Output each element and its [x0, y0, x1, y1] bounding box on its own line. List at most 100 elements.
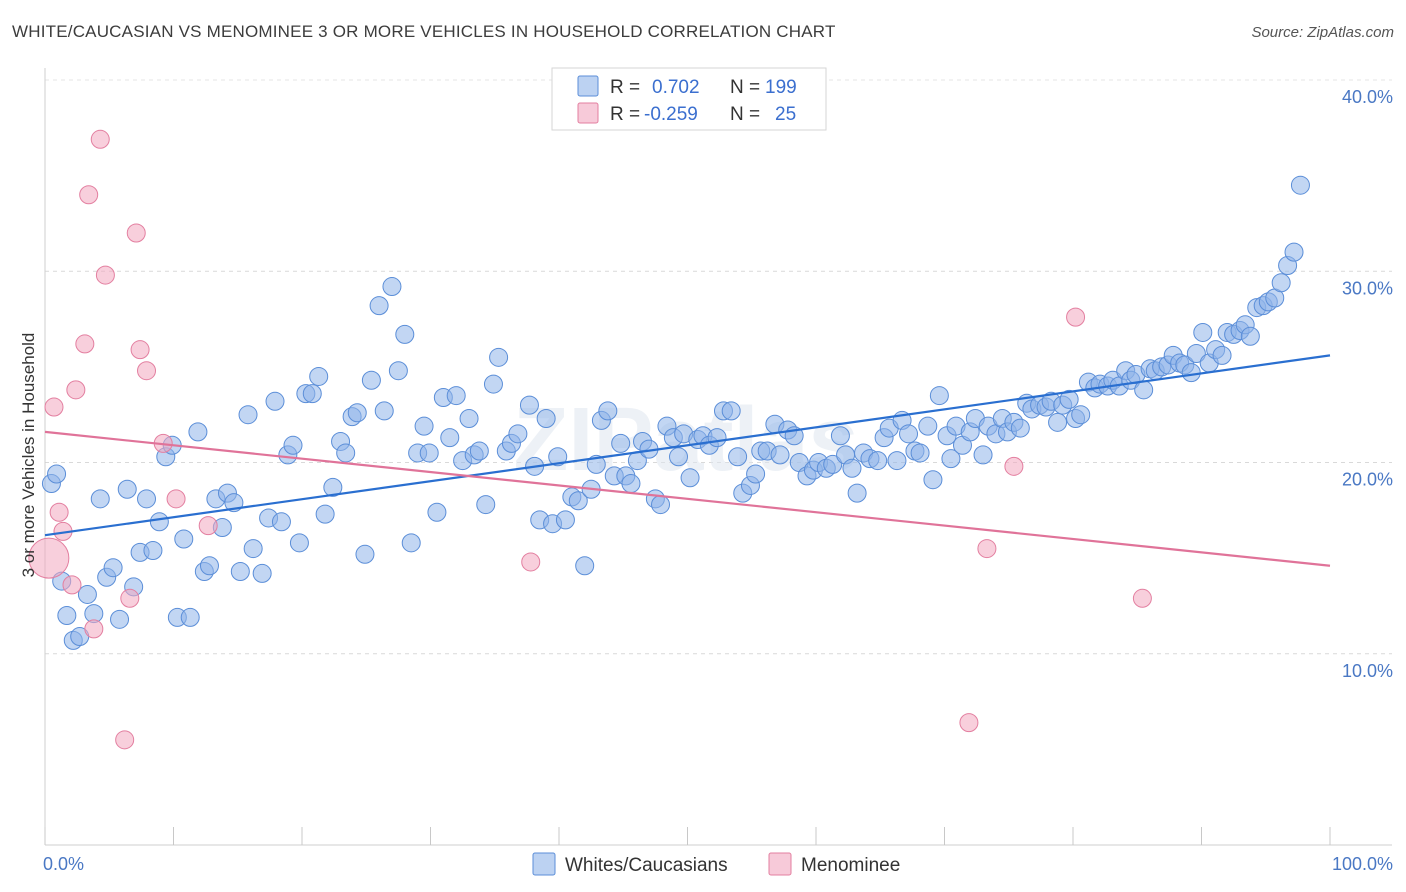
point-whites — [283, 435, 303, 455]
axes — [44, 68, 1392, 846]
legend-n-value: 199 — [765, 77, 797, 98]
point-menominee — [79, 185, 99, 205]
point-whites — [476, 495, 496, 515]
point-whites — [923, 470, 943, 490]
point-menominee — [49, 502, 69, 522]
source-label: Source: ZipAtlas.com — [1251, 24, 1394, 41]
point-menominee — [959, 713, 979, 733]
point-whites — [721, 401, 741, 421]
point-whites — [47, 464, 67, 484]
point-whites — [188, 422, 208, 442]
point-whites — [1010, 418, 1030, 438]
point-whites — [669, 447, 689, 467]
point-whites — [243, 539, 263, 559]
point-whites — [842, 458, 862, 478]
point-whites — [401, 533, 421, 553]
point-whites — [489, 347, 509, 367]
trend-lines — [44, 354, 1331, 567]
point-whites — [568, 491, 588, 511]
point-whites — [302, 384, 322, 404]
point-whites — [1240, 326, 1260, 346]
chart-title: WHITE/CAUCASIAN VS MENOMINEE 3 OR MORE V… — [12, 22, 836, 41]
point-whites — [355, 544, 375, 564]
point-menominee — [115, 730, 135, 750]
point-whites — [586, 454, 606, 474]
point-whites — [621, 474, 641, 494]
bottom-legend-swatch-menominee — [768, 852, 792, 876]
point-whites — [598, 401, 618, 421]
point-whites — [103, 558, 123, 578]
point-whites — [57, 606, 77, 625]
point-whites — [918, 416, 938, 436]
y-tick-label: 10.0% — [1342, 661, 1393, 681]
point-whites — [414, 416, 434, 436]
point-menominee — [1132, 588, 1152, 608]
point-menominee — [198, 516, 218, 536]
point-whites — [519, 395, 539, 415]
point-menominee — [1004, 456, 1024, 476]
point-whites — [1193, 322, 1213, 342]
point-whites — [374, 401, 394, 421]
point-menominee — [977, 539, 997, 559]
point-whites — [143, 540, 163, 560]
point-whites — [180, 607, 200, 627]
point-whites — [973, 445, 993, 465]
point-whites — [427, 502, 447, 522]
point-whites — [369, 296, 389, 316]
point-whites — [419, 443, 439, 463]
point-whites — [1048, 412, 1068, 432]
bottom-legend-menominee: Menominee — [801, 855, 900, 876]
point-whites — [910, 443, 930, 463]
x-tick-label: 100.0% — [1332, 854, 1393, 874]
legend-n-label: N = — [730, 104, 760, 125]
point-whites — [899, 424, 919, 444]
point-whites — [199, 556, 219, 576]
point-whites — [770, 445, 790, 465]
point-whites — [446, 386, 466, 406]
point-menominee — [66, 380, 86, 400]
point-whites — [289, 533, 309, 553]
point-whites — [746, 464, 766, 484]
point-whites — [1290, 175, 1310, 195]
legend-r-label: R = — [610, 77, 640, 98]
point-whites — [1181, 363, 1201, 383]
trend-line-whites — [44, 354, 1331, 537]
point-whites — [887, 451, 907, 471]
point-menominee — [75, 334, 95, 354]
data-points — [28, 129, 1310, 750]
y-tick-label: 40.0% — [1342, 87, 1393, 107]
point-whites — [1271, 273, 1291, 293]
point-whites — [1186, 343, 1206, 363]
point-whites — [309, 366, 329, 386]
point-whites — [77, 584, 97, 604]
point-whites — [459, 409, 479, 429]
point-whites — [536, 409, 556, 429]
point-whites — [1212, 345, 1232, 365]
point-menominee — [62, 575, 82, 595]
x-tick-label: 0.0% — [43, 854, 84, 874]
point-menominee — [137, 361, 157, 381]
point-whites — [271, 512, 291, 532]
y-tick-labels: 10.0% 20.0% 30.0% 40.0% — [1342, 87, 1393, 681]
point-whites — [265, 391, 285, 411]
legend-r-value: -0.259 — [644, 104, 698, 125]
point-menominee — [130, 340, 150, 360]
point-menominee — [90, 129, 110, 149]
point-whites — [1059, 389, 1079, 409]
point-whites — [611, 433, 631, 453]
point-whites — [555, 510, 575, 530]
bottom-legend-whites: Whites/Caucasians — [565, 855, 728, 876]
point-menominee — [120, 588, 140, 608]
point-whites — [680, 468, 700, 488]
point-menominee — [95, 265, 115, 285]
point-whites — [929, 386, 949, 406]
legend-r-label: R = — [610, 104, 640, 125]
point-whites — [110, 609, 130, 629]
point-whites — [823, 454, 843, 474]
point-whites — [90, 489, 110, 509]
legend-swatch-menominee — [577, 102, 599, 124]
point-whites — [388, 361, 408, 381]
point-menominee — [44, 397, 64, 417]
point-whites — [395, 324, 415, 344]
